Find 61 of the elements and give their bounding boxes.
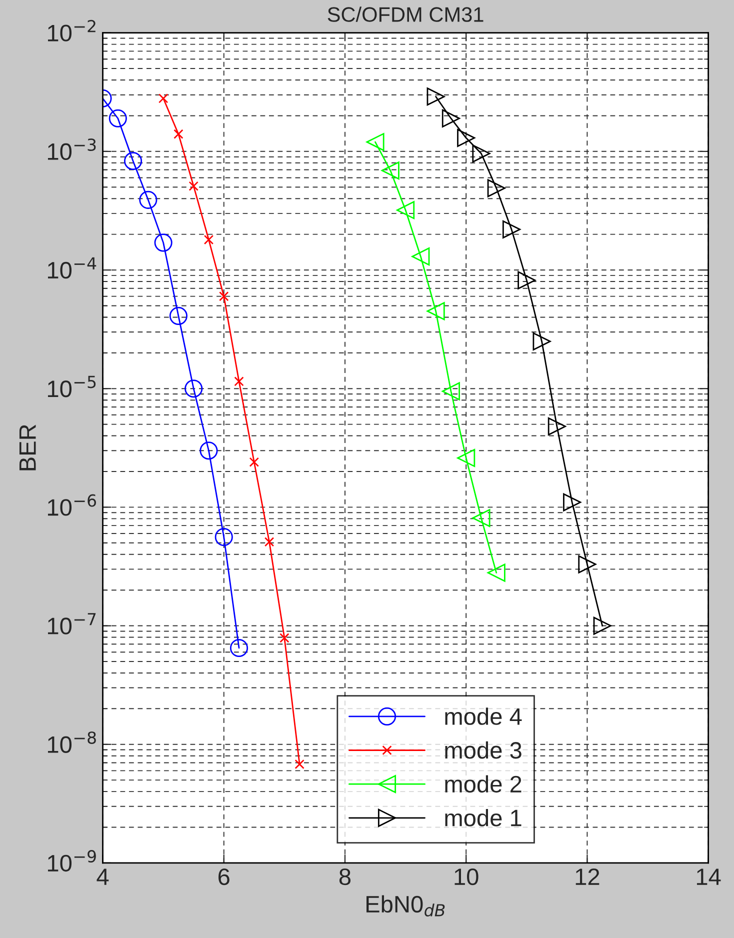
point (442, 109, 460, 128)
point (366, 133, 384, 152)
y-tick-label: 10$^{−4}$ (48, 257, 96, 279)
y-tick-label: 10$^{−9}$ (48, 850, 96, 872)
x-axis-title: EbN0$_{dB}$ (366, 895, 445, 916)
chart-title: SC/OFDM CM31 (328, 6, 484, 22)
point (154, 234, 172, 252)
point (230, 638, 248, 657)
point (204, 234, 214, 245)
point (563, 493, 582, 512)
legend-label: mode 4 (445, 708, 522, 725)
point (502, 220, 521, 238)
point (200, 442, 218, 460)
point (487, 564, 506, 582)
point (472, 509, 490, 528)
point (381, 162, 400, 180)
point (487, 179, 506, 198)
point (426, 88, 445, 106)
legend-label: mode 2 (445, 775, 522, 793)
point (593, 616, 612, 635)
point (532, 332, 551, 350)
y-tick-label: 10$^{−8}$ (48, 731, 96, 753)
point (214, 528, 233, 546)
point (457, 128, 476, 147)
point (174, 129, 184, 139)
point (158, 94, 168, 104)
x-tick-label: 14 (696, 868, 721, 885)
point (472, 144, 490, 163)
x-tick-label: 10 (454, 868, 478, 886)
point (396, 201, 415, 220)
point (234, 376, 244, 386)
point (280, 633, 290, 643)
y-tick-label: 10$^{−3}$ (48, 138, 96, 160)
y-tick-label: 10$^{−6}$ (48, 494, 96, 516)
point (264, 537, 274, 547)
y-tick-label: 10$^{−2}$ (48, 20, 96, 42)
legend-label: mode 3 (445, 741, 522, 759)
point (578, 555, 596, 574)
point (426, 302, 445, 320)
point (294, 759, 304, 770)
x-tick-label: 4 (96, 868, 109, 885)
point (412, 247, 430, 266)
point (442, 382, 460, 400)
point (249, 457, 260, 467)
x-tick-label: 6 (218, 868, 230, 886)
y-axis-title: BER (19, 424, 36, 470)
point (457, 448, 476, 468)
point (169, 306, 188, 325)
y-tick-label: 10$^{−5}$ (48, 376, 96, 398)
x-tick-label: 8 (339, 868, 351, 886)
point (548, 417, 566, 436)
x-tick-label: 12 (576, 868, 600, 885)
point (188, 181, 198, 191)
point (184, 380, 203, 398)
point (518, 271, 536, 290)
point (219, 291, 229, 302)
y-tick-label: 10$^{−7}$ (48, 613, 96, 634)
point (139, 190, 158, 209)
point (124, 152, 142, 170)
legend-label: mode 1 (445, 809, 522, 826)
point (108, 109, 127, 128)
